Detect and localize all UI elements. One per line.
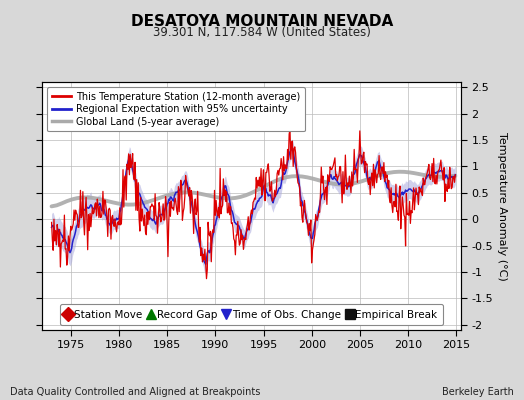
- Legend: Station Move, Record Gap, Time of Obs. Change, Empirical Break: Station Move, Record Gap, Time of Obs. C…: [60, 304, 443, 325]
- Text: Data Quality Controlled and Aligned at Breakpoints: Data Quality Controlled and Aligned at B…: [10, 387, 261, 397]
- Text: DESATOYA MOUNTAIN NEVADA: DESATOYA MOUNTAIN NEVADA: [131, 14, 393, 29]
- Text: 39.301 N, 117.584 W (United States): 39.301 N, 117.584 W (United States): [153, 26, 371, 39]
- Text: Berkeley Earth: Berkeley Earth: [442, 387, 514, 397]
- Y-axis label: Temperature Anomaly (°C): Temperature Anomaly (°C): [497, 132, 507, 280]
